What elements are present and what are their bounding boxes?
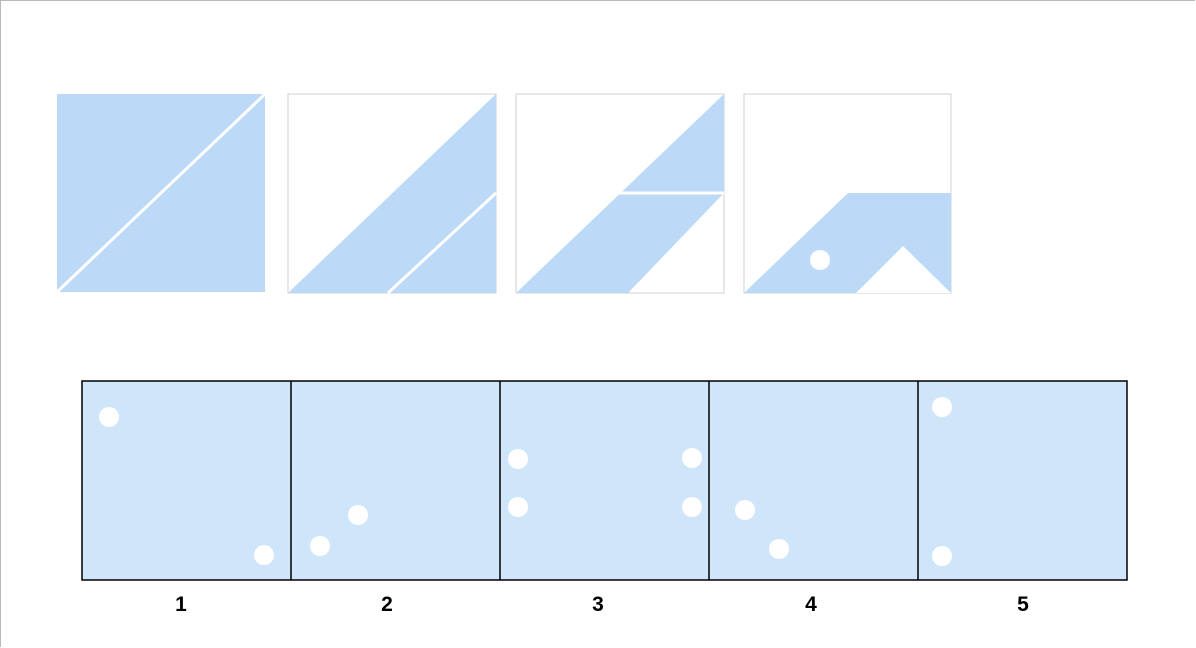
options-border [81,380,1128,581]
option-2-dot [348,505,368,525]
option-1-panel[interactable] [99,407,274,565]
option-2-label[interactable]: 2 [381,593,393,616]
figure-2-cut-line [386,191,498,295]
options-strip [81,380,1128,581]
option-5-panel[interactable] [932,397,952,566]
sequence-figure-2 [287,93,498,295]
option-4-dot [769,539,789,559]
figure-4-notch [856,246,951,293]
figure-2-triangle [288,94,496,293]
option-1-dot [254,545,274,565]
option-1-dot [99,407,119,427]
option-2-dot [310,536,330,556]
option-4-dot [735,500,755,520]
option-4-panel[interactable] [735,500,789,559]
option-1-label[interactable]: 1 [175,593,187,616]
option-3-dot [682,448,702,468]
option-3-label[interactable]: 3 [592,593,604,616]
option-5-dot [932,397,952,417]
sequence-figure-4 [743,93,952,294]
option-3-dot [508,497,528,517]
figure-1-diagonal-line [55,92,267,294]
option-2-panel[interactable] [310,505,368,556]
option-5-dot [932,546,952,566]
option-5-label[interactable]: 5 [1017,593,1029,616]
sequence-figure-3 [515,93,725,294]
figure-4-dot [810,250,830,270]
option-3-dot [508,449,528,469]
options-background [82,381,1127,580]
option-3-panel[interactable] [508,448,702,517]
sequence-figure-1 [55,92,267,294]
option-4-label[interactable]: 4 [805,593,817,616]
option-3-dot [682,497,702,517]
